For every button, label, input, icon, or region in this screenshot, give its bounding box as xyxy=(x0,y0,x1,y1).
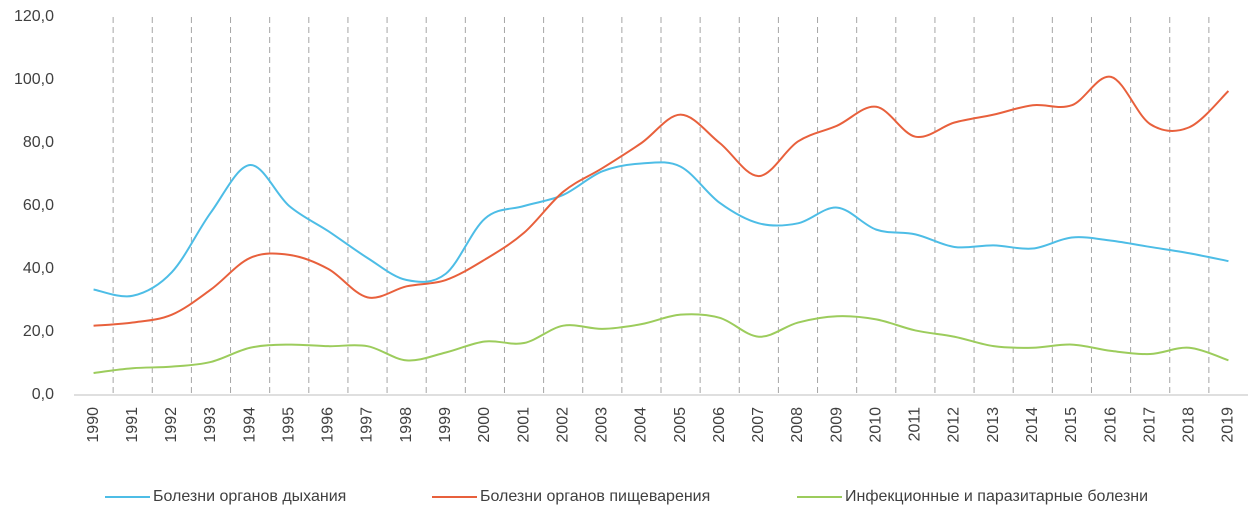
y-tick-label: 0,0 xyxy=(32,386,54,403)
legend-label: Болезни органов дыхания xyxy=(153,488,346,505)
x-tick-label: 1994 xyxy=(241,407,258,443)
x-tick-label: 2005 xyxy=(672,407,689,443)
x-tick-label: 2000 xyxy=(476,407,493,443)
x-tick-label: 2002 xyxy=(554,407,571,443)
x-tick-label: 2014 xyxy=(1024,407,1041,443)
x-tick-label: 2004 xyxy=(633,407,650,443)
y-tick-label: 80,0 xyxy=(23,134,54,151)
x-tick-label: 2008 xyxy=(789,407,806,443)
y-tick-label: 120,0 xyxy=(14,8,54,25)
x-tick-label: 1997 xyxy=(359,407,376,443)
x-tick-label: 2015 xyxy=(1063,407,1080,443)
x-tick-label: 2016 xyxy=(1102,407,1119,443)
x-tick-label: 2003 xyxy=(594,407,611,443)
y-tick-label: 20,0 xyxy=(23,323,54,340)
x-tick-label: 2010 xyxy=(867,407,884,443)
x-tick-label: 2007 xyxy=(750,407,767,443)
x-tick-label: 1998 xyxy=(398,407,415,443)
x-tick-label: 2018 xyxy=(1181,407,1198,443)
series-line xyxy=(93,313,1229,374)
y-tick-label: 60,0 xyxy=(23,197,54,214)
x-tick-label: 2001 xyxy=(515,407,532,443)
legend-label: Болезни органов пищеварения xyxy=(480,488,710,505)
x-tick-label: 1996 xyxy=(320,407,337,443)
legend-label: Инфекционные и паразитарные болезни xyxy=(845,488,1148,505)
x-tick-label: 1990 xyxy=(85,407,102,443)
x-tick-label: 1995 xyxy=(280,407,297,443)
series-line xyxy=(93,75,1230,327)
x-tick-label: 2009 xyxy=(828,407,845,443)
x-tick-label: 2013 xyxy=(985,407,1002,443)
y-tick-label: 40,0 xyxy=(23,260,54,277)
x-tick-label: 2012 xyxy=(946,407,963,443)
x-tick-label: 1993 xyxy=(202,407,219,443)
x-tick-label: 2017 xyxy=(1141,407,1158,443)
y-tick-label: 100,0 xyxy=(14,71,54,88)
x-tick-label: 2011 xyxy=(907,407,924,442)
series-line xyxy=(93,161,1229,298)
x-tick-label: 1992 xyxy=(163,407,180,443)
x-tick-label: 1991 xyxy=(124,407,141,443)
x-tick-label: 2019 xyxy=(1220,407,1237,443)
x-tick-label: 2006 xyxy=(711,407,728,443)
x-tick-label: 1999 xyxy=(437,407,454,443)
